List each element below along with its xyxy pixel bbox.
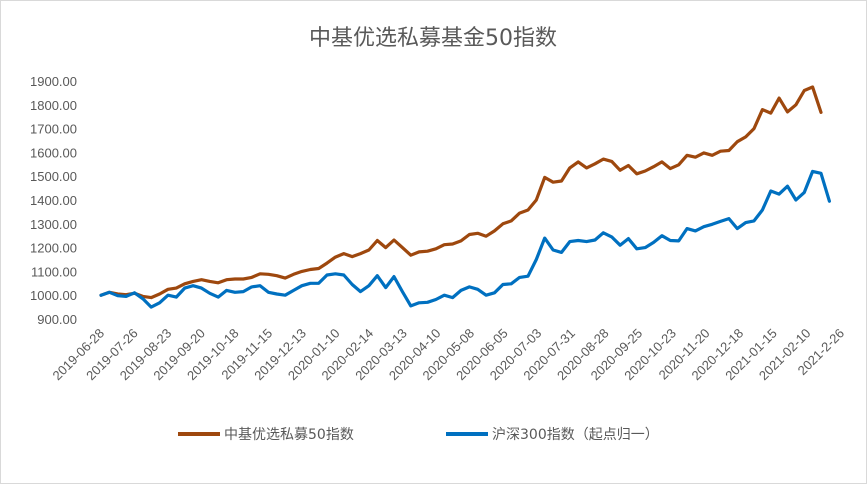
legend-label-1: 沪深300指数（起点归一） xyxy=(492,426,659,443)
y-tick-label: 1900.00 xyxy=(30,74,77,89)
x-axis: 2019-06-282019-07-262019-08-232019-09-20… xyxy=(49,326,847,384)
y-axis: 900.00 1000.00 1100.00 1200.00 1300.00 1400.0… xyxy=(30,74,77,327)
legend: 中基优选私募50指数 沪深300指数（起点归一） xyxy=(178,426,659,443)
y-tick-label: 1700.00 xyxy=(30,122,77,137)
legend-label-0: 中基优选私募50指数 xyxy=(224,426,354,443)
y-tick-label: 1300.00 xyxy=(30,217,77,232)
series-line-0 xyxy=(99,85,823,300)
y-tick-label: 1400.00 xyxy=(30,193,77,208)
chart-title: 中基优选私募基金50指数 xyxy=(309,26,557,51)
series-line-1 xyxy=(99,169,832,309)
y-tick-label: 1500.00 xyxy=(30,169,77,184)
y-tick-label: 1000.00 xyxy=(30,288,77,303)
y-tick-label: 1100.00 xyxy=(31,264,77,279)
y-tick-label: 900.00 xyxy=(37,312,77,327)
y-tick-label: 1600.00 xyxy=(30,145,77,160)
y-tick-label: 1800.00 xyxy=(30,98,77,113)
y-tick-label: 1200.00 xyxy=(30,241,77,256)
series-layer xyxy=(99,85,832,309)
